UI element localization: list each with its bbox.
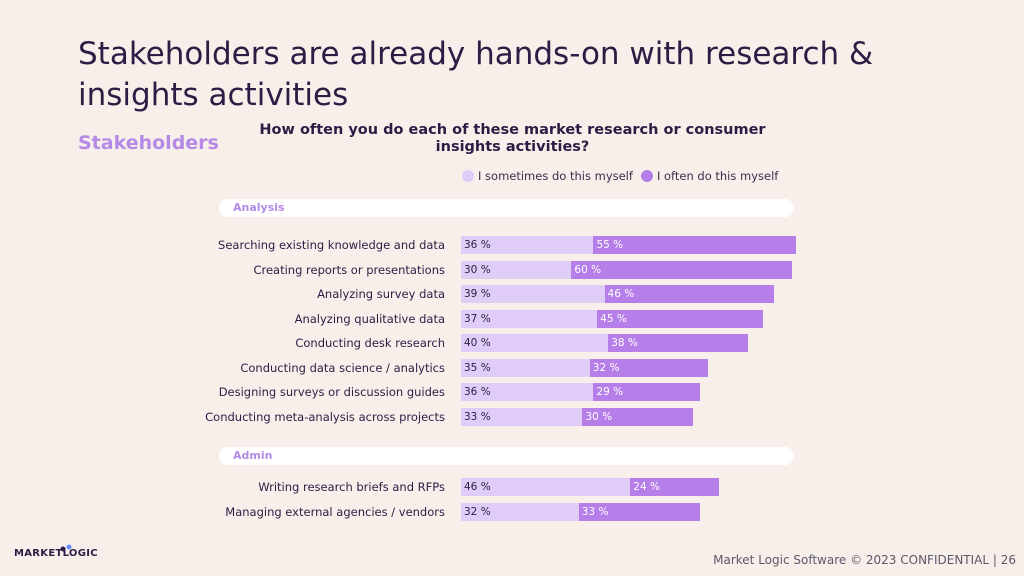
logo-dots-icon xyxy=(60,544,72,552)
category-label: Managing external agencies / vendors xyxy=(225,504,445,519)
bar-segment-sometimes: 36 % xyxy=(461,383,594,401)
category-label: Conducting data science / analytics xyxy=(240,360,445,375)
bar-segment-often: 55 % xyxy=(593,236,796,254)
bar-segment-often: 24 % xyxy=(630,478,719,496)
section-label: Stakeholders xyxy=(78,132,219,154)
bar-segment-sometimes: 46 % xyxy=(461,478,631,496)
legend-item-sometimes: I sometimes do this myself xyxy=(462,169,633,183)
bar-segment-sometimes: 30 % xyxy=(461,260,572,279)
bar-segment-sometimes: 36 % xyxy=(461,236,594,254)
category-label: Analyzing qualitative data xyxy=(294,311,445,326)
company-logo: MARKETLOGIC xyxy=(14,548,98,559)
bar-segment-sometimes: 33 % xyxy=(461,407,583,426)
bar-segment-sometimes: 40 % xyxy=(461,334,609,352)
legend-swatch-sometimes xyxy=(462,170,474,182)
chart-title: How often you do each of these market re… xyxy=(259,122,766,155)
bar-segment-often: 45 % xyxy=(597,309,763,328)
category-label: Conducting meta-analysis across projects xyxy=(205,409,445,424)
group-header-analysis: Analysis xyxy=(219,199,794,217)
slide-title: Stakeholders are already hands-on with r… xyxy=(78,36,874,113)
legend-label-often: I often do this myself xyxy=(656,169,779,183)
category-label: Conducting desk research xyxy=(295,336,445,350)
category-label: Designing surveys or discussion guides xyxy=(218,385,445,399)
legend-swatch-often xyxy=(640,170,653,182)
category-label: Creating reports or presentations xyxy=(253,262,445,277)
bar-segment-often: 32 % xyxy=(589,358,708,377)
footer-text: Market Logic Software © 2023 CONFIDENTIA… xyxy=(713,553,1016,567)
bar-segment-often: 29 % xyxy=(593,383,701,401)
category-label: Searching existing knowledge and data xyxy=(218,238,445,252)
bar-segment-often: 60 % xyxy=(571,260,793,279)
bar-segment-sometimes: 39 % xyxy=(461,285,605,303)
legend-item-often: I often do this myself xyxy=(640,169,779,183)
bar-segment-often: 38 % xyxy=(608,334,749,352)
bar-segment-sometimes: 32 % xyxy=(461,502,579,521)
bar-segment-sometimes: 35 % xyxy=(461,358,590,377)
category-label: Writing research briefs and RFPs xyxy=(258,480,445,494)
chart-legend: I sometimes do this myself I often do th… xyxy=(462,169,786,183)
bar-segment-often: 33 % xyxy=(578,502,701,521)
bar-segment-often: 46 % xyxy=(604,285,774,303)
group-header-admin: Admin xyxy=(219,447,794,465)
category-label: Analyzing survey data xyxy=(317,287,445,301)
bar-segment-sometimes: 37 % xyxy=(461,309,598,328)
legend-label-sometimes: I sometimes do this myself xyxy=(478,169,633,183)
bar-segment-often: 30 % xyxy=(582,407,693,426)
